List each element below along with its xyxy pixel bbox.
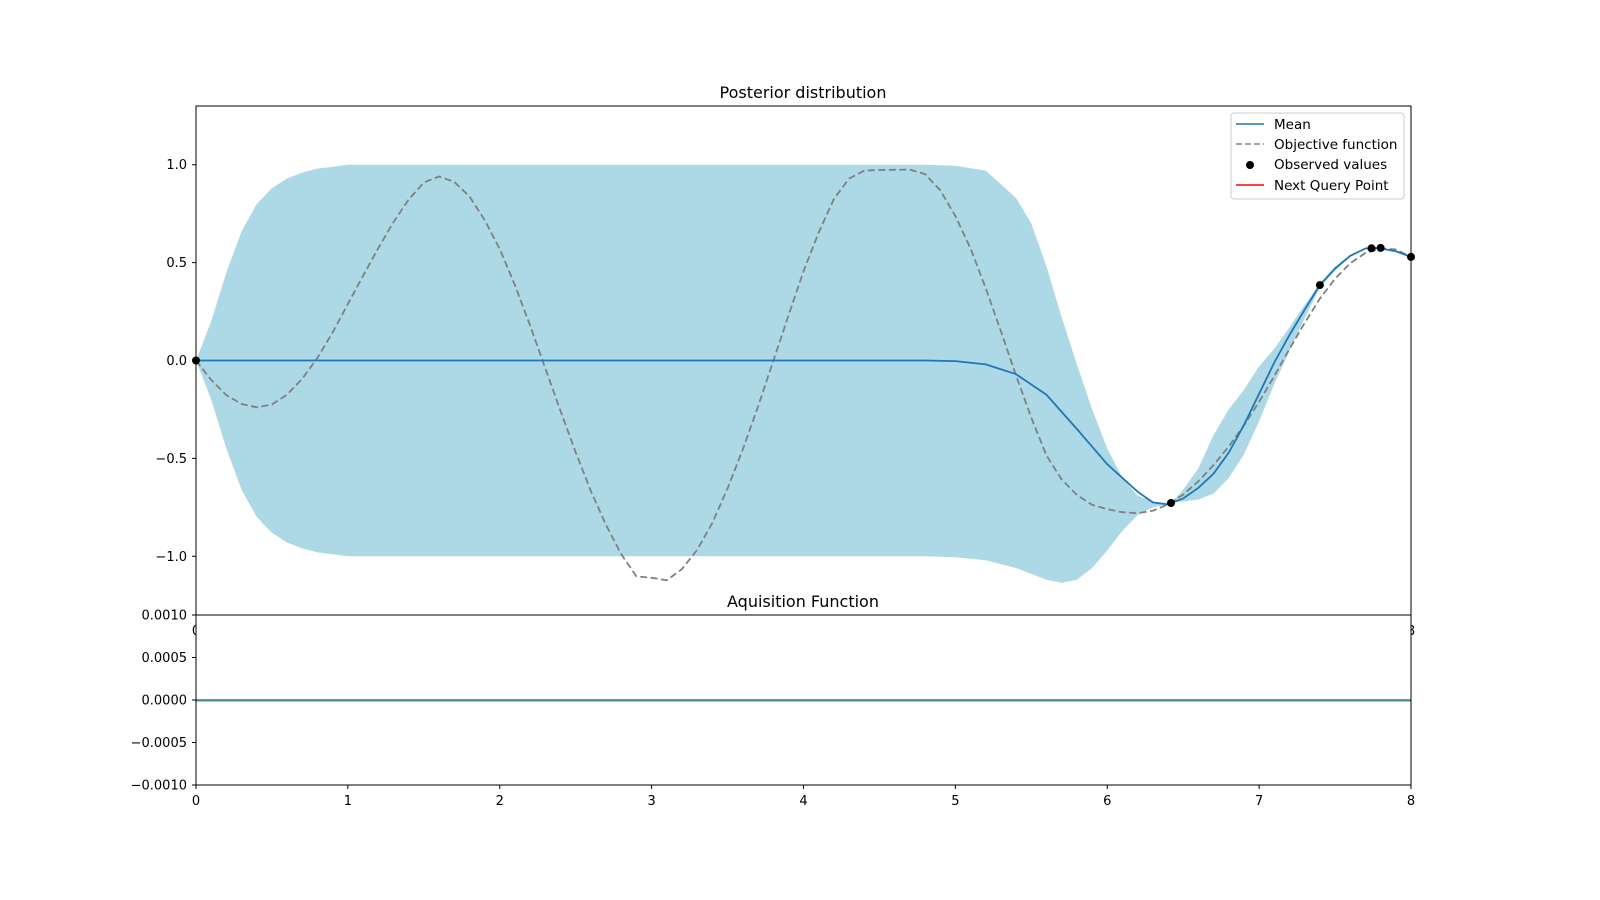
posterior-y-tick-label: −1.0 [155, 550, 187, 565]
posterior-chart-title: Posterior distribution [720, 83, 887, 102]
acquisition-x-tick-label: 5 [951, 794, 959, 809]
acquisition-x-tick-label: 2 [496, 794, 504, 809]
observed-point [1315, 281, 1324, 290]
mean-line [196, 246, 1411, 506]
legend-frame [1230, 112, 1405, 200]
acquisition-plot-area [196, 699, 1411, 702]
acquisition-x-tick-label: 7 [1255, 794, 1263, 809]
acquisition-y-tick-label: 0.0005 [142, 651, 188, 666]
acquisition-y-tick-label: 0.0010 [142, 609, 188, 624]
acquisition-chart-title: Aquisition Function [727, 592, 879, 611]
objective-function-line [196, 168, 1411, 582]
acquisition-y-tick-label: −0.0005 [131, 736, 187, 751]
observed-point [192, 356, 200, 365]
uncertainty-band [196, 164, 1411, 583]
observed-point [1367, 244, 1376, 253]
posterior-plot-area [196, 164, 1411, 583]
legend-label-observed: Observed values [1274, 157, 1387, 173]
acquisition-x-tick-label: 1 [344, 794, 352, 809]
acquisition-x-tick-label: 6 [1103, 794, 1111, 809]
acquisition-ticks: 0.0010 0.0005 0.0000 −0.0005 −0.0010 0 1 2 3 4 5 6 7… [131, 609, 1416, 810]
legend-label-next-query: Next Query Point [1274, 178, 1389, 194]
acquisition-chart: 0.0010 0.0005 0.0000 −0.0005 −0.0010 0 1 2 3 4 5 6 7… [131, 592, 1416, 809]
acquisition-x-tick-label: 4 [799, 794, 807, 809]
acquisition-x-tick-label: 8 [1407, 794, 1415, 809]
posterior-y-tick-label: −0.5 [155, 452, 187, 467]
observed-points [192, 243, 1415, 507]
observed-point [1407, 252, 1415, 261]
legend: Mean Objective function Observed values … [1230, 112, 1405, 200]
acquisition-y-tick-label: 0.0000 [142, 694, 188, 709]
acquisition-x-tick-label: 3 [647, 794, 655, 809]
acquisition-x-tick-label: 0 [192, 794, 200, 809]
legend-label-objective: Objective function [1274, 137, 1397, 153]
posterior-y-tick-label: 0.5 [166, 256, 187, 271]
legend-swatch-observed [1246, 161, 1254, 169]
posterior-y-tick-label: 0.0 [166, 354, 187, 369]
observed-point [1167, 499, 1175, 507]
observed-point [1376, 243, 1385, 252]
acquisition-y-tick-label: −0.0010 [131, 779, 187, 794]
posterior-y-tick-label: 1.0 [166, 158, 187, 173]
legend-label-mean: Mean [1274, 117, 1311, 133]
